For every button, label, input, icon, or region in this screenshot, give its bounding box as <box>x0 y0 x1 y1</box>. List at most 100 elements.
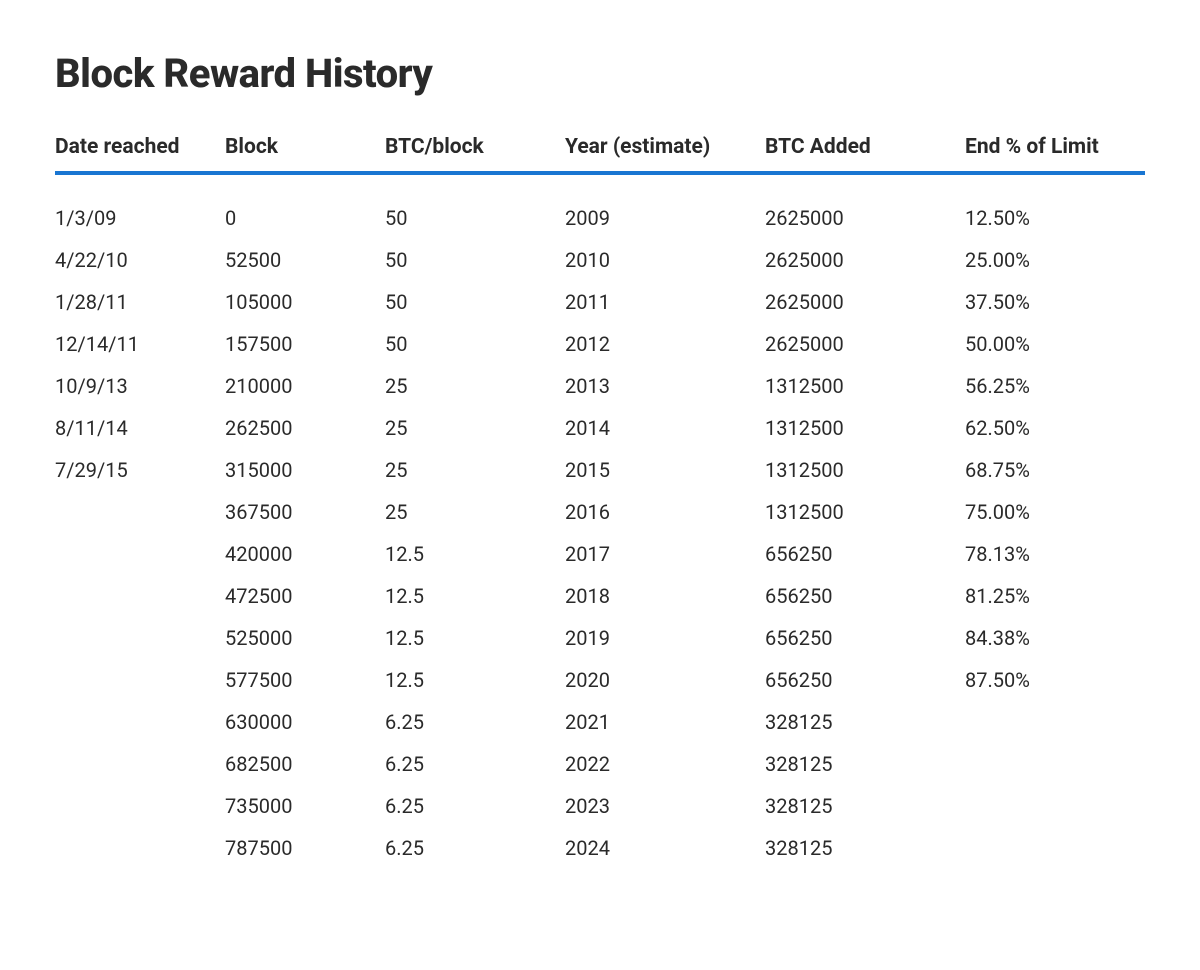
table-cell: 367500 <box>225 500 385 524</box>
table-cell: 2014 <box>565 416 765 440</box>
table-cell: 87.50% <box>965 668 1145 692</box>
table-cell <box>55 584 225 608</box>
table-cell: 630000 <box>225 710 385 734</box>
col-header-block: Block <box>225 135 385 159</box>
table-cell: 328125 <box>765 836 965 860</box>
table-cell: 50 <box>385 248 565 272</box>
table-cell: 2016 <box>565 500 765 524</box>
table-cell: 210000 <box>225 374 385 398</box>
table-cell: 328125 <box>765 710 965 734</box>
table-row: 1/28/11105000502011262500037.50% <box>55 281 1145 323</box>
table-cell: 25 <box>385 500 565 524</box>
table-cell: 0 <box>225 206 385 230</box>
table-cell: 2011 <box>565 290 765 314</box>
table-cell <box>55 836 225 860</box>
col-header-btc-per-block: BTC/block <box>385 135 565 159</box>
table-cell: 6.25 <box>385 836 565 860</box>
table-row: 6300006.252021328125 <box>55 701 1145 743</box>
table-cell: 420000 <box>225 542 385 566</box>
table-cell: 2015 <box>565 458 765 482</box>
table-row: 8/11/14262500252014131250062.50% <box>55 407 1145 449</box>
table-cell <box>965 836 1145 860</box>
table-cell: 525000 <box>225 626 385 650</box>
table-cell: 8/11/14 <box>55 416 225 440</box>
col-header-date-reached: Date reached <box>55 135 225 159</box>
table-cell: 1312500 <box>765 500 965 524</box>
table-cell: 328125 <box>765 752 965 776</box>
table-cell: 2013 <box>565 374 765 398</box>
table-cell: 2625000 <box>765 332 965 356</box>
table-cell: 656250 <box>765 584 965 608</box>
table-cell: 105000 <box>225 290 385 314</box>
table-cell <box>55 710 225 734</box>
table-row: 7350006.252023328125 <box>55 785 1145 827</box>
table-cell: 75.00% <box>965 500 1145 524</box>
table-cell: 1/28/11 <box>55 290 225 314</box>
table-cell <box>55 626 225 650</box>
table-cell: 2019 <box>565 626 765 650</box>
table-cell: 472500 <box>225 584 385 608</box>
table-cell: 2018 <box>565 584 765 608</box>
col-header-year-estimate: Year (estimate) <box>565 135 765 159</box>
table-cell: 12.5 <box>385 542 565 566</box>
table-cell: 656250 <box>765 668 965 692</box>
table-cell: 262500 <box>225 416 385 440</box>
table-cell: 2625000 <box>765 248 965 272</box>
table-row: 367500252016131250075.00% <box>55 491 1145 533</box>
table-cell: 2020 <box>565 668 765 692</box>
table-cell: 656250 <box>765 542 965 566</box>
table-cell <box>55 500 225 524</box>
col-header-btc-added: BTC Added <box>765 135 965 159</box>
table-row: 4/22/1052500502010262500025.00% <box>55 239 1145 281</box>
table-cell: 1/3/09 <box>55 206 225 230</box>
table-cell: 7/29/15 <box>55 458 225 482</box>
table-cell <box>965 794 1145 818</box>
table-row: 7/29/15315000252015131250068.75% <box>55 449 1145 491</box>
table-cell: 12.5 <box>385 626 565 650</box>
table-cell: 656250 <box>765 626 965 650</box>
table-row: 47250012.5201865625081.25% <box>55 575 1145 617</box>
table-cell: 735000 <box>225 794 385 818</box>
col-header-end-pct-limit: End % of Limit <box>965 135 1145 159</box>
table-cell: 56.25% <box>965 374 1145 398</box>
table-cell: 787500 <box>225 836 385 860</box>
table-cell <box>55 794 225 818</box>
table-cell: 4/22/10 <box>55 248 225 272</box>
table-cell <box>965 710 1145 734</box>
table-cell: 50 <box>385 290 565 314</box>
table-cell: 62.50% <box>965 416 1145 440</box>
table-cell: 50 <box>385 332 565 356</box>
table-cell: 68.75% <box>965 458 1145 482</box>
table-cell: 2625000 <box>765 206 965 230</box>
table-cell <box>965 752 1145 776</box>
table-cell: 2625000 <box>765 290 965 314</box>
table-cell: 78.13% <box>965 542 1145 566</box>
table-cell: 2017 <box>565 542 765 566</box>
table-cell: 315000 <box>225 458 385 482</box>
table-cell: 81.25% <box>965 584 1145 608</box>
table-row: 6825006.252022328125 <box>55 743 1145 785</box>
table-cell: 2009 <box>565 206 765 230</box>
table-row: 7875006.252024328125 <box>55 827 1145 869</box>
table-row: 42000012.5201765625078.13% <box>55 533 1145 575</box>
table-cell: 25.00% <box>965 248 1145 272</box>
table-cell: 50.00% <box>965 332 1145 356</box>
table-cell <box>55 542 225 566</box>
table-cell: 37.50% <box>965 290 1145 314</box>
table-cell: 157500 <box>225 332 385 356</box>
table-cell: 12.5 <box>385 668 565 692</box>
table-row: 10/9/13210000252013131250056.25% <box>55 365 1145 407</box>
table-cell: 52500 <box>225 248 385 272</box>
table-cell: 1312500 <box>765 374 965 398</box>
table-cell: 2022 <box>565 752 765 776</box>
table-cell: 12/14/11 <box>55 332 225 356</box>
table-header-row: Date reached Block BTC/block Year (estim… <box>55 135 1145 175</box>
table-cell: 6.25 <box>385 794 565 818</box>
table-cell: 2023 <box>565 794 765 818</box>
table-cell: 10/9/13 <box>55 374 225 398</box>
table-cell: 2024 <box>565 836 765 860</box>
table-cell: 6.25 <box>385 710 565 734</box>
table-cell: 12.5 <box>385 584 565 608</box>
table-cell: 25 <box>385 458 565 482</box>
table-cell: 6.25 <box>385 752 565 776</box>
